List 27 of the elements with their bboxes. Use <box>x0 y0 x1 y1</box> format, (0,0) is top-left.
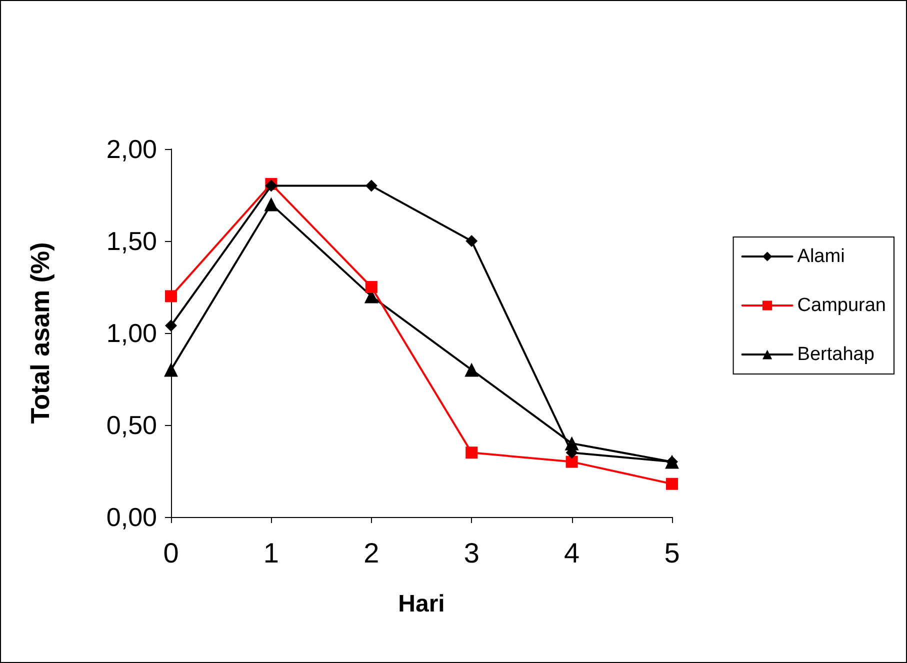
x-tick-label: 5 <box>664 538 680 568</box>
point <box>164 362 178 377</box>
point <box>365 180 378 192</box>
x-tick-label: 3 <box>464 538 480 568</box>
point <box>666 478 678 490</box>
legend-label: Campuran <box>797 295 886 316</box>
x-tick-label: 4 <box>564 538 580 568</box>
point <box>466 446 478 459</box>
x-axis-title: Hari <box>398 590 445 618</box>
point <box>566 456 578 468</box>
x-tick-label: 2 <box>364 538 380 568</box>
y-tick-label: 2,00 <box>106 134 157 164</box>
point <box>165 290 177 302</box>
y-tick-label: 0,50 <box>106 410 157 440</box>
point <box>464 362 479 377</box>
point <box>365 281 378 293</box>
point <box>466 235 478 247</box>
y-axis-title: Total asam (%) <box>25 242 55 424</box>
y-tick-label: 1,00 <box>106 318 157 348</box>
x-tick-label: 0 <box>163 538 179 568</box>
point <box>165 320 177 332</box>
y-tick-label: 0,00 <box>106 502 157 532</box>
legend-label: Alami <box>797 246 845 267</box>
point <box>264 197 278 212</box>
x-tick-label: 1 <box>263 538 279 568</box>
y-tick-label: 1,50 <box>106 226 157 256</box>
legend-label: Bertahap <box>797 344 874 365</box>
